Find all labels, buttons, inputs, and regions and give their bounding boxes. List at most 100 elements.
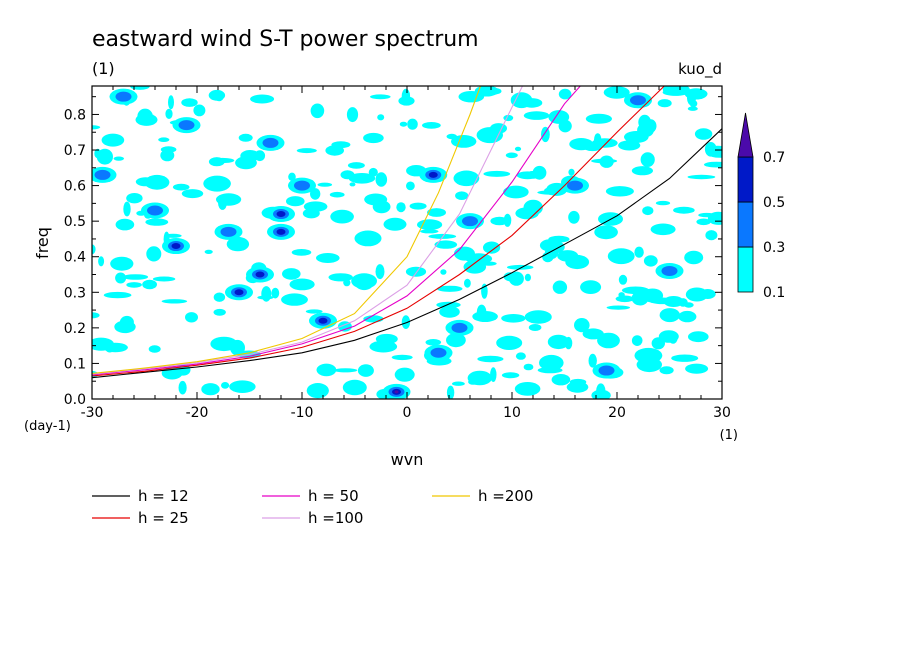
contour-patch (337, 321, 352, 332)
x-axis-label: wvn (391, 450, 424, 469)
contour-blob-core (428, 171, 438, 178)
colorbar-label: 0.7 (763, 150, 785, 166)
contour-blob-mid (294, 180, 310, 191)
contour-patch (525, 313, 545, 319)
contour-patch (122, 274, 149, 280)
colorbar-label: 0.5 (763, 195, 785, 211)
contour-patch (130, 86, 150, 90)
contour-patch (123, 201, 131, 217)
contour-patch (185, 312, 198, 323)
contour-patch (640, 152, 655, 168)
colorbar: 0.1 0.3 0.5 0.7 (737, 112, 785, 301)
contour-patch (490, 216, 509, 226)
legend-label-2: h = 50 (308, 487, 359, 505)
y-tick-label: 0.2 (64, 321, 86, 337)
chart-title: eastward wind S-T power spectrum (92, 27, 479, 52)
x-tick-label: 30 (713, 405, 731, 421)
contour-patch (349, 182, 356, 187)
contour-patch (688, 331, 709, 343)
contour-patch (375, 172, 388, 187)
contour-patch (642, 206, 654, 216)
contour-patch (409, 202, 427, 210)
contour-blob-mid (430, 347, 447, 358)
contour-patch (704, 161, 722, 168)
legend: h = 12 h = 25 h = 50 h =100 h =200 (92, 487, 533, 527)
contour-patch (399, 121, 408, 127)
contour-blob-mid (178, 120, 195, 131)
contour-patch (453, 170, 480, 187)
contour-patch (391, 354, 413, 361)
contour-patch (142, 279, 158, 290)
contour-patch (208, 157, 225, 167)
contour-patch (657, 99, 672, 108)
x-tick-label: 10 (503, 405, 521, 421)
contour-patch (631, 166, 654, 176)
contour-blob-mid (147, 205, 163, 216)
series-line-1 (92, 86, 665, 377)
contour-patch (101, 133, 125, 147)
contour-patch (539, 354, 564, 371)
contour-patch (178, 380, 187, 395)
contour-patch (503, 272, 517, 282)
contour-patch (483, 87, 502, 95)
x-tick-label: 20 (608, 405, 626, 421)
colorbar-segment (737, 246, 754, 293)
contour-patch (137, 108, 153, 124)
contour-patch (537, 367, 563, 374)
contour-patch (103, 291, 132, 299)
contour-patch (618, 292, 625, 298)
colorbar-segment (737, 201, 754, 248)
contour-patch (615, 295, 634, 303)
contour-patch (342, 379, 367, 396)
contour-patch (325, 145, 345, 156)
contour-patch (348, 173, 376, 184)
contour-patch (698, 212, 716, 218)
contour-patch (476, 127, 503, 144)
y-axis-unit: (day-1) (24, 419, 71, 434)
y-tick-label: 0.4 (64, 250, 86, 266)
contour-patch (514, 146, 522, 152)
contour-patch (496, 335, 523, 350)
contour-blob-peak (394, 390, 399, 394)
contour-patch (506, 264, 534, 270)
contour-patch (115, 272, 127, 284)
contour-patch (427, 208, 446, 217)
contour-patch (655, 200, 671, 206)
y-axis-label: freq (33, 227, 52, 259)
contour-patch (289, 278, 315, 291)
contour-patch (476, 304, 487, 320)
contour-blob-core (255, 271, 265, 278)
contour-patch (158, 137, 170, 142)
contour-patch (216, 193, 242, 206)
contour-patch (634, 246, 644, 258)
contour-blob-core (318, 317, 328, 324)
x-tick-label: -10 (291, 405, 314, 421)
colorbar-segment (737, 156, 754, 203)
contour-patch (238, 133, 253, 142)
contour-patch (588, 353, 597, 368)
contour-patch (181, 189, 204, 199)
contour-patch (547, 334, 570, 350)
x-tick-label: -20 (186, 405, 209, 421)
contour-patch (452, 381, 465, 386)
x-tick-label: 0 (403, 405, 412, 421)
contour-patch (317, 182, 333, 187)
contour-patch (406, 181, 415, 191)
contour-patch (92, 125, 101, 130)
contour-blob-mid (630, 95, 646, 106)
contour-patch (659, 366, 674, 375)
contour-patch (405, 266, 427, 277)
contour-patch (422, 122, 441, 129)
contour-patch (637, 123, 654, 138)
contour-blob-mid (451, 322, 468, 333)
y-tick-label: 0.1 (64, 356, 86, 372)
contour-patch (704, 142, 717, 157)
legend-label-4: h =200 (478, 487, 533, 505)
contour-patch (213, 308, 226, 316)
contour-patch (193, 104, 206, 117)
contour-patch (148, 345, 161, 353)
contour-patch (650, 223, 676, 236)
contour-patch (580, 280, 602, 294)
series-line-4 (92, 86, 482, 374)
contour-patch (594, 225, 618, 240)
